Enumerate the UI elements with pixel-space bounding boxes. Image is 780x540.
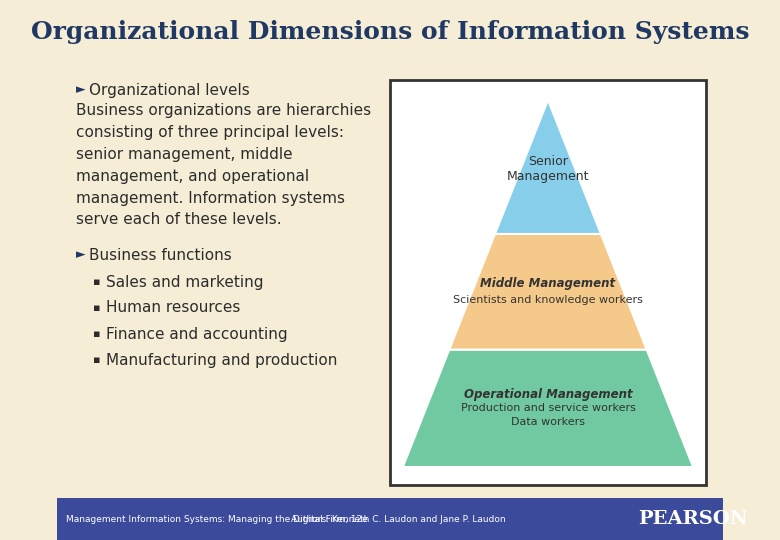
Text: Sales and marketing: Sales and marketing — [105, 274, 263, 289]
Text: Finance and accounting: Finance and accounting — [105, 327, 287, 341]
Text: Organizational Dimensions of Information Systems: Organizational Dimensions of Information… — [30, 20, 750, 44]
Text: Management: Management — [507, 171, 589, 184]
Polygon shape — [402, 349, 693, 467]
Text: Authors: Kenneth C. Laudon and Jane P. Laudon: Authors: Kenneth C. Laudon and Jane P. L… — [291, 515, 506, 523]
Text: Organizational levels: Organizational levels — [90, 83, 250, 98]
Text: ▪: ▪ — [93, 355, 101, 365]
Text: consisting of three principal levels:: consisting of three principal levels: — [76, 125, 344, 139]
Text: Data workers: Data workers — [511, 417, 585, 427]
Text: ►: ► — [76, 248, 85, 261]
Text: serve each of these levels.: serve each of these levels. — [76, 213, 282, 227]
FancyBboxPatch shape — [390, 80, 706, 485]
Text: ▪: ▪ — [93, 329, 101, 339]
Text: Business functions: Business functions — [90, 247, 232, 262]
Text: management. Information systems: management. Information systems — [76, 191, 345, 206]
FancyBboxPatch shape — [57, 498, 723, 540]
Text: ▪: ▪ — [93, 277, 101, 287]
Text: management, and operational: management, and operational — [76, 168, 309, 184]
Text: senior management, middle: senior management, middle — [76, 146, 292, 161]
Text: Manufacturing and production: Manufacturing and production — [105, 353, 337, 368]
Text: ▪: ▪ — [93, 303, 101, 313]
Text: Production and service workers: Production and service workers — [460, 403, 636, 413]
Polygon shape — [449, 234, 647, 349]
Text: Business organizations are hierarchies: Business organizations are hierarchies — [76, 103, 371, 118]
Text: Management Information Systems: Managing the Digital Firm, 12e: Management Information Systems: Managing… — [66, 515, 367, 523]
Text: PEARSON: PEARSON — [638, 510, 748, 528]
Text: Senior: Senior — [528, 156, 568, 168]
Text: Scientists and knowledge workers: Scientists and knowledge workers — [453, 295, 643, 305]
Polygon shape — [495, 100, 601, 234]
Text: Human resources: Human resources — [105, 300, 240, 315]
Text: Middle Management: Middle Management — [480, 277, 615, 291]
Text: ►: ► — [76, 84, 85, 97]
Text: Operational Management: Operational Management — [463, 388, 633, 401]
